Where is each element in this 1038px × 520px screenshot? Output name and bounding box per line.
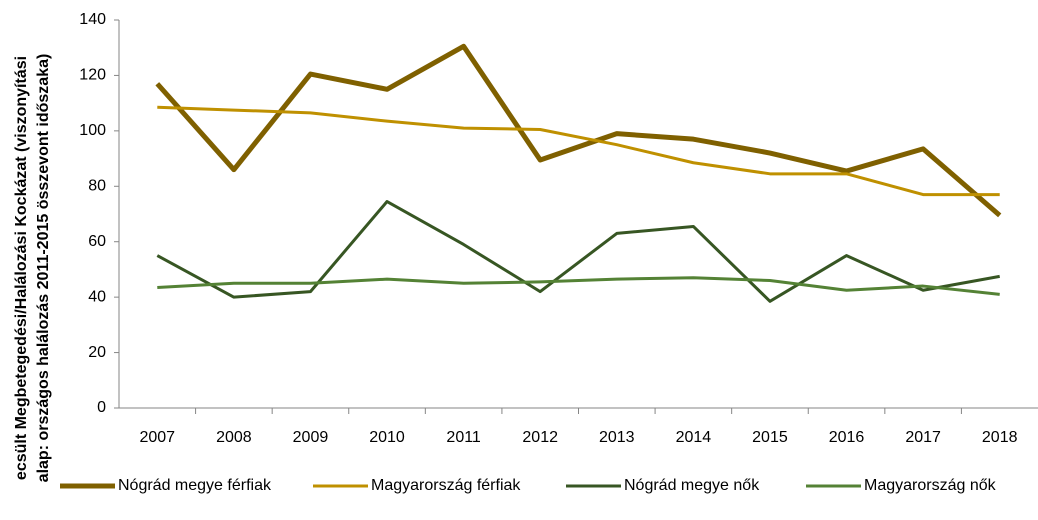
y-tick-label: 0 xyxy=(97,399,106,416)
x-tick-label: 2013 xyxy=(599,429,635,446)
legend-label: Magyarország nők xyxy=(864,477,997,494)
y-tick-label: 80 xyxy=(88,178,106,195)
line-series xyxy=(155,43,1002,218)
x-tick-label: 2010 xyxy=(369,429,405,446)
y-tick-label: 20 xyxy=(88,344,106,361)
line-series xyxy=(157,276,1000,296)
line-series xyxy=(156,200,1000,303)
x-tick-label: 2017 xyxy=(905,429,941,446)
x-tick-label: 2015 xyxy=(752,429,788,446)
y-tick-label: 100 xyxy=(79,122,106,139)
x-tick-label: 2009 xyxy=(293,429,329,446)
y-tick-label: 120 xyxy=(79,67,106,84)
y-tick-label: 140 xyxy=(79,11,106,28)
legend-label: Nógrád megye férfiak xyxy=(118,477,272,494)
y-tick-label: 60 xyxy=(88,233,106,250)
x-tick-label: 2016 xyxy=(829,429,865,446)
x-tick-label: 2014 xyxy=(676,429,712,446)
x-tick-label: 2012 xyxy=(522,429,558,446)
y-tick-label: 40 xyxy=(88,288,106,305)
y-axis-label: alap: országos halálozás 2011-2015 össze… xyxy=(35,54,52,483)
x-tick-label: 2008 xyxy=(216,429,252,446)
x-tick-label: 2018 xyxy=(982,429,1018,446)
legend-label: Magyarország férfiak xyxy=(371,477,521,494)
y-axis-label: ecsült Megbetegedési/Halálozási Kockázat… xyxy=(13,56,30,480)
legend-label: Nógrád megye nők xyxy=(624,477,760,494)
line-series xyxy=(157,105,1000,197)
x-tick-label: 2011 xyxy=(446,429,481,446)
x-tick-label: 2007 xyxy=(139,429,175,446)
